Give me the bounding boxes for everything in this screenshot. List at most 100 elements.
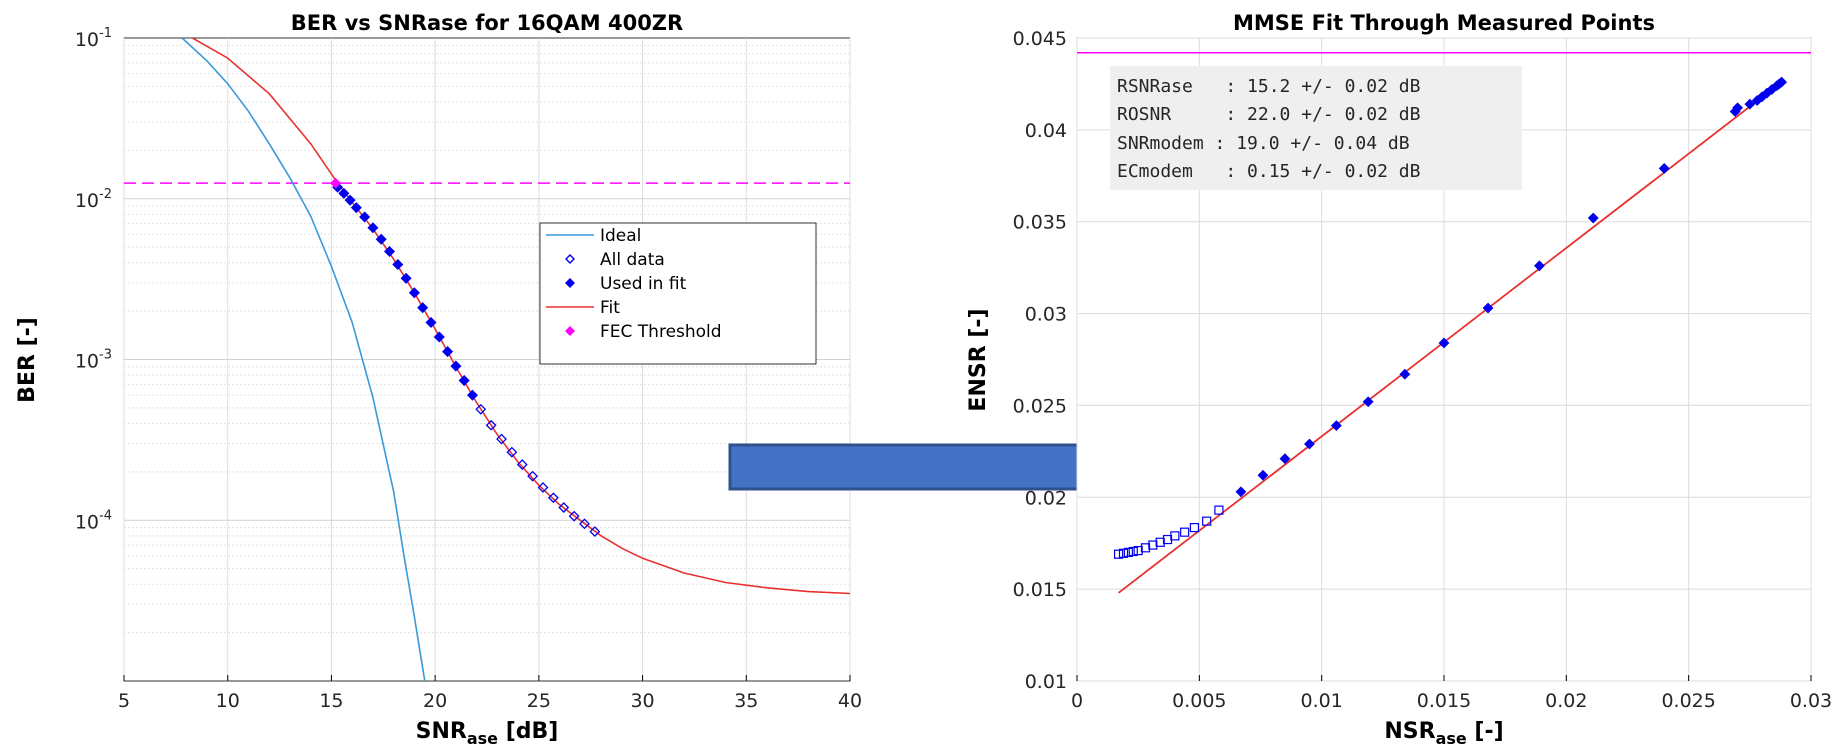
data-point	[344, 194, 356, 206]
data-point	[338, 187, 350, 199]
data-point	[425, 317, 437, 328]
series-line	[181, 38, 426, 681]
data-point	[392, 259, 404, 270]
data-point	[1123, 547, 1133, 558]
data-point	[1118, 548, 1129, 558]
legend-swatch-fec-threshold	[565, 326, 575, 336]
data-point	[450, 360, 462, 372]
ber-y-tick-label: 10-4	[75, 508, 112, 533]
data-point	[1438, 337, 1450, 349]
ber-x-tick-label: 40	[838, 690, 862, 712]
data-point	[1180, 527, 1190, 537]
data-point	[1304, 438, 1315, 450]
ber-x-tick-label: 30	[630, 690, 654, 712]
data-point	[367, 222, 379, 234]
data-point	[1482, 302, 1494, 314]
data-point	[375, 233, 387, 245]
data-point	[1279, 453, 1291, 465]
data-point	[359, 211, 371, 223]
annotation-line-ecmodem: ECmodem : 0.15 +/- 0.02 dB	[1117, 161, 1420, 182]
data-point	[1534, 260, 1545, 272]
data-point	[1128, 546, 1138, 557]
data-point	[1133, 545, 1143, 556]
data-point	[1744, 98, 1756, 110]
mmse-x-axis-label: NSRase [-]	[1384, 719, 1503, 748]
mmse-series-line	[1118, 81, 1783, 594]
data-point	[1587, 212, 1599, 224]
ber-x-tick-label: 15	[319, 690, 343, 712]
annotation-line-snrmodem: SNRmodem : 19.0 +/- 0.04 dB	[1117, 133, 1410, 154]
mmse-y-tick-label: 0.025	[1013, 395, 1067, 417]
mmse-y-tick-label: 0.045	[1013, 28, 1067, 50]
legend-entry-used-in-fit: Used in fit	[565, 274, 687, 294]
mmse-series-open-square	[1113, 505, 1224, 559]
data-point	[527, 470, 539, 482]
series-used-in-fit	[332, 181, 478, 401]
mmse-tick-labels: 0 0.005 0.01 0.015 0.02 0.025 0.03 0.01 0.015 0.0…	[1013, 28, 1833, 712]
mmse-x-tick-label: 0.015	[1417, 690, 1471, 712]
data-point	[1658, 163, 1670, 174]
ber-chart-title: BER vs SNRase for 16QAM 400ZR	[291, 11, 683, 35]
ber-x-axis-label: SNRase [dB]	[416, 719, 559, 748]
data-point	[458, 375, 470, 386]
ber-y-tick-label: 10-2	[75, 187, 112, 212]
data-point	[1202, 516, 1212, 526]
data-point	[417, 302, 429, 314]
mmse-x-tick-label: 0.02	[1545, 690, 1587, 712]
data-point	[1235, 486, 1247, 498]
data-point	[1732, 102, 1744, 114]
data-point	[496, 433, 507, 445]
data-point	[1148, 540, 1158, 550]
data-point	[384, 246, 395, 257]
data-point	[330, 177, 341, 189]
ber-x-tick-label: 20	[423, 690, 447, 712]
mmse-x-tick-label: 0.025	[1661, 690, 1715, 712]
annotation-line-rosnr: ROSNR : 22.0 +/- 0.02 dB	[1117, 104, 1420, 125]
mmse-y-tick-label: 0.01	[1025, 671, 1067, 693]
ber-x-tick-label: 5	[118, 690, 130, 712]
data-point	[547, 492, 559, 504]
ber-tick-labels: 5 10 15 20 25 30 35 40 10-1 10-2 10-3 10-4	[75, 26, 862, 712]
data-point	[516, 459, 528, 470]
data-point	[475, 403, 487, 415]
mmse-y-tick-label: 0.02	[1025, 487, 1067, 509]
mmse-y-axis-label: ENSR [-]	[966, 308, 991, 411]
data-point	[1330, 420, 1342, 432]
data-point	[537, 482, 549, 493]
series-fec-threshold	[330, 177, 341, 189]
fit-results-annotation: RSNRase : 15.2 +/- 0.02 dB ROSNR : 22.0 …	[1110, 66, 1522, 190]
mmse-chart: 0 0.005 0.01 0.015 0.02 0.025 0.03 0.01 0.015 0.0…	[966, 11, 1832, 748]
data-point	[1214, 505, 1224, 515]
mmse-y-tick-label: 0.04	[1025, 120, 1067, 142]
data-point	[1399, 368, 1411, 380]
data-point	[408, 287, 420, 299]
ber-x-tick-label: 25	[527, 690, 551, 712]
legend-entry-all-data: All data	[565, 250, 665, 270]
mmse-series	[1113, 76, 1788, 594]
legend-label-fit: Fit	[600, 298, 620, 318]
ber-series	[181, 38, 850, 681]
mmse-x-tick-label: 0.03	[1790, 690, 1832, 712]
mmse-y-tick-label: 0.015	[1013, 579, 1067, 601]
mmse-x-tick-label: 0.01	[1301, 690, 1343, 712]
legend-entry-fec-threshold: FEC Threshold	[565, 322, 722, 342]
annotation-box	[1110, 66, 1522, 190]
fit-line	[1118, 81, 1783, 594]
data-point	[579, 518, 590, 530]
data-point	[1155, 537, 1165, 547]
mmse-x-tick-label: 0	[1071, 690, 1083, 712]
ber-legend: Ideal All data Used in fit Fit FEC Thres…	[539, 222, 817, 365]
mmse-y-tick-label: 0.035	[1013, 212, 1067, 234]
legend-swatch-all-data	[565, 254, 575, 264]
data-point	[485, 419, 497, 431]
data-point	[1362, 396, 1374, 408]
data-point	[433, 331, 445, 343]
data-point	[1113, 549, 1124, 559]
data-point	[1170, 531, 1180, 541]
legend-label-all-data: All data	[600, 250, 665, 270]
data-point	[558, 502, 570, 513]
mmse-x-tick-label: 0.005	[1172, 690, 1226, 712]
mmse-chart-title: MMSE Fit Through Measured Points	[1233, 11, 1655, 35]
